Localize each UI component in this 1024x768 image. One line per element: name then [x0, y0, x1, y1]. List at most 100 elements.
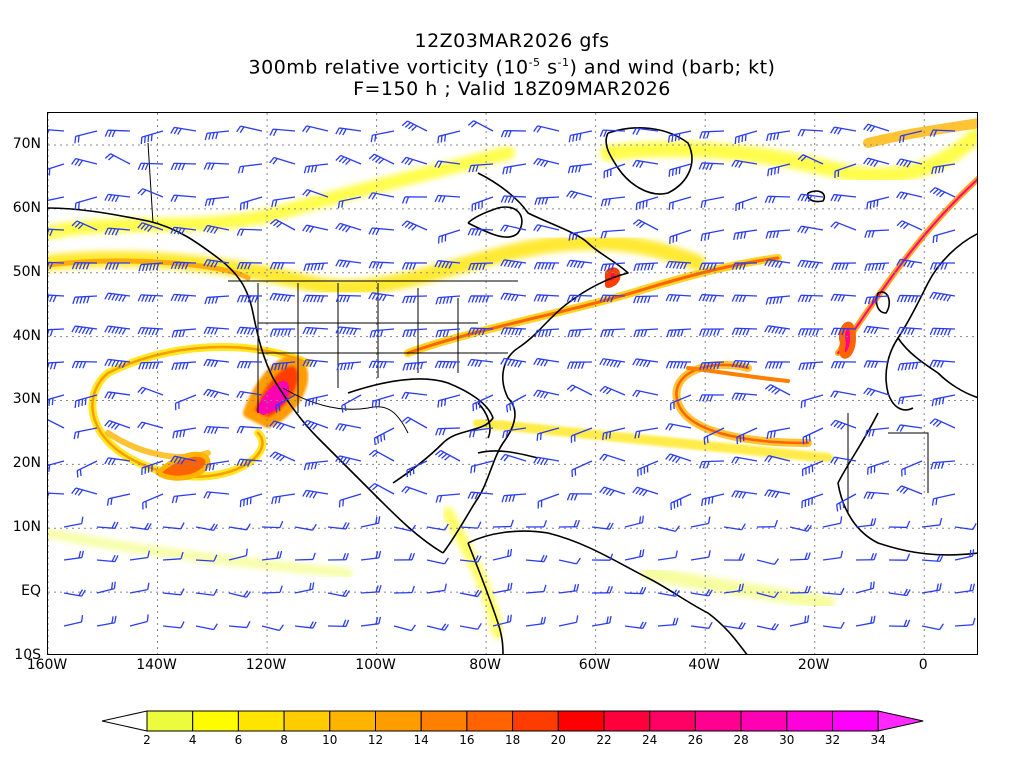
wind-barb: [48, 492, 65, 498]
wind-barb: [789, 585, 811, 594]
wind-barb: [335, 423, 362, 432]
wind-barb: [699, 262, 725, 271]
wind-barb: [236, 326, 263, 335]
wind-barb: [467, 295, 494, 303]
wind-barb: [888, 520, 911, 529]
wind-barb: [690, 550, 711, 561]
wind-barb: [533, 456, 560, 466]
wind-barb: [632, 389, 659, 398]
wind-barb: [855, 581, 875, 594]
wind-barb: [303, 163, 329, 174]
wind-barb: [437, 130, 461, 144]
wind-barb: [195, 554, 218, 562]
wind-barb: [303, 262, 329, 272]
wind-barb: [236, 458, 263, 467]
wind-barb: [801, 460, 824, 477]
wind-barb: [566, 259, 593, 269]
wind-barb: [401, 196, 428, 204]
wind-barb: [459, 521, 482, 529]
wind-barb: [341, 394, 362, 413]
wind-barb: [954, 523, 977, 531]
wind-barb: [866, 196, 890, 210]
wind-barb: [765, 295, 791, 305]
wind-barb: [669, 229, 692, 244]
wind-barb: [931, 163, 956, 175]
wind-barb: [802, 427, 824, 445]
wind-barb: [558, 583, 580, 594]
wind-barb: [73, 427, 98, 440]
wind-barb: [500, 292, 527, 302]
wind-barb: [294, 621, 317, 629]
wind-barb: [699, 130, 725, 139]
wind-barb: [698, 328, 725, 336]
wind-barb: [170, 226, 197, 236]
wind-barb: [929, 327, 956, 336]
wind-barb: [633, 262, 659, 272]
wind-barb: [932, 229, 956, 244]
wind-barb: [800, 394, 824, 409]
wind-barb: [434, 260, 461, 269]
wind-barb: [502, 427, 527, 439]
wind-barb: [459, 555, 482, 563]
wind-barb: [797, 128, 824, 137]
wind-barb: [703, 427, 725, 445]
wind-barb: [129, 582, 150, 594]
wind-barb: [401, 156, 428, 166]
wind-barb: [599, 129, 626, 137]
wind-barb: [700, 196, 725, 209]
wind-barb: [426, 623, 449, 631]
wind-barb: [798, 361, 824, 371]
wind-barb: [624, 515, 644, 528]
wind-barb: [801, 493, 824, 509]
wind-barb: [929, 291, 956, 302]
colorbar-level-label: 20: [550, 733, 566, 747]
wind-barb: [435, 493, 461, 503]
wind-barb: [401, 120, 428, 132]
wind-barb: [533, 357, 560, 367]
wind-barb: [402, 416, 428, 429]
wind-barb: [393, 552, 416, 561]
wind-barb: [269, 156, 296, 165]
colorbar-swatch: [466, 710, 514, 732]
wind-barb: [459, 589, 482, 598]
wind-barb: [533, 224, 560, 232]
wind-barb: [731, 294, 758, 303]
wind-barb: [370, 130, 395, 143]
wind-barb: [71, 487, 98, 496]
wind-barb: [657, 550, 678, 561]
wind-barb: [170, 162, 197, 171]
wind-barb: [335, 326, 362, 336]
wind-barb: [600, 229, 626, 239]
wind-barb: [137, 188, 164, 198]
wind-barb: [368, 153, 395, 165]
wind-barb: [426, 557, 449, 565]
wind-barb: [204, 130, 230, 141]
wind-barb: [270, 361, 296, 371]
colorbar-level-label: 12: [367, 733, 384, 747]
wind-barb: [864, 229, 890, 238]
wind-barb: [335, 127, 362, 136]
colorbar-level-label: 18: [504, 733, 521, 747]
lat-tick-label: 40N: [12, 327, 41, 344]
wind-barb: [921, 623, 944, 631]
wind-barb: [368, 261, 395, 270]
wind-barb: [401, 486, 428, 495]
wind-barb: [204, 295, 230, 305]
wind-barb: [72, 295, 98, 305]
wind-barb: [48, 328, 65, 337]
colorbar-level-label: 14: [413, 733, 429, 747]
colorbar-level-label: 4: [188, 733, 197, 747]
wind-barb: [205, 460, 230, 472]
wind-barb: [467, 358, 494, 368]
wind-barb: [863, 325, 890, 335]
wind-barb: [368, 292, 395, 302]
wind-barb: [921, 583, 942, 594]
wind-barb: [789, 552, 811, 561]
wind-barb: [327, 522, 350, 530]
wind-barb: [204, 196, 230, 207]
wind-barb: [360, 550, 382, 561]
wind-barb: [271, 493, 296, 505]
wind-barb: [140, 130, 164, 145]
wind-barb: [855, 518, 877, 528]
wind-barb: [929, 359, 956, 368]
